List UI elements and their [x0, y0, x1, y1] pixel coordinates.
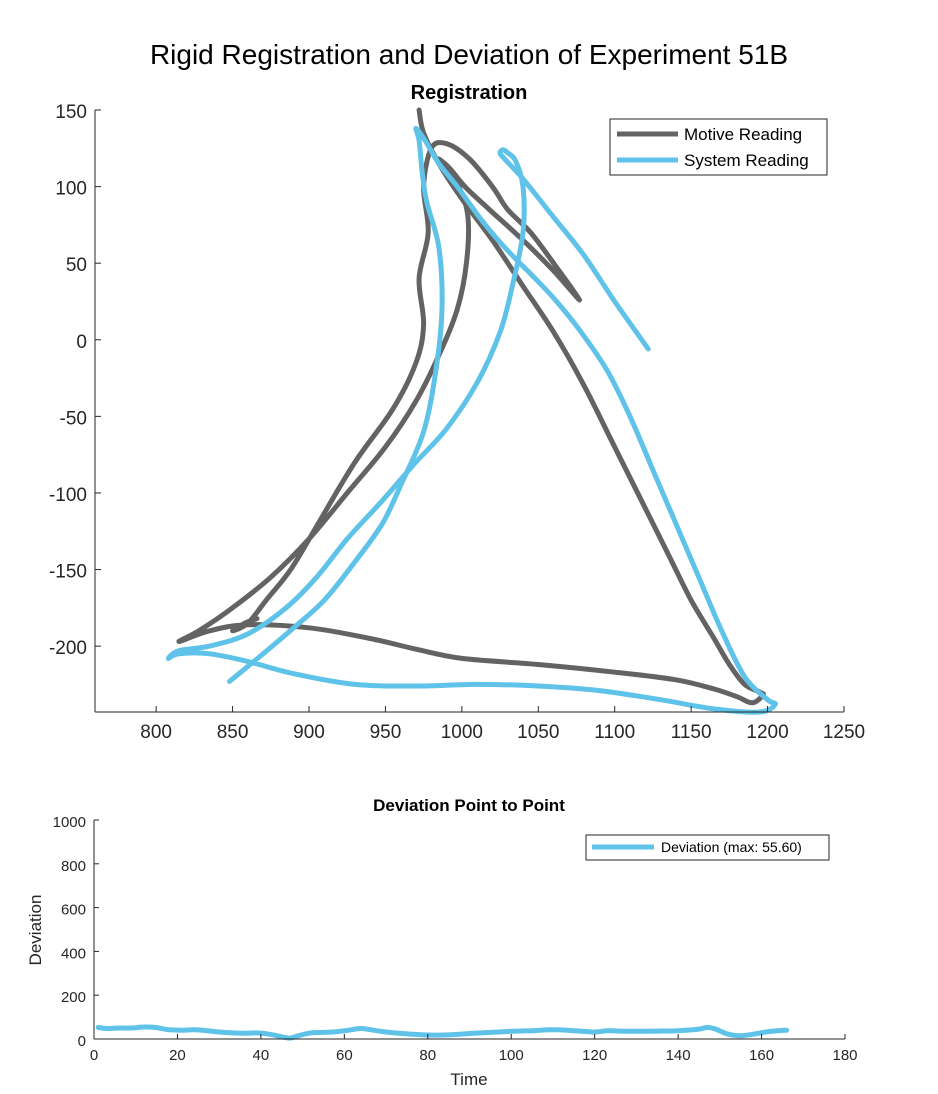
deviation-y-tick-label: 0: [78, 1033, 86, 1050]
deviation-x-label: Time: [450, 1070, 487, 1089]
registration-y-tick-label: -200: [49, 638, 87, 659]
registration-y-ticks: 150 100 50 0 -50 -100 -150 -200: [49, 102, 101, 659]
registration-y-tick-label: -150: [49, 562, 87, 583]
registration-legend: Motive Reading System Reading: [609, 118, 828, 176]
registration-y-tick-label: 100: [55, 179, 87, 200]
registration-x-tick-label: 800: [140, 722, 172, 743]
registration-title: Registration: [411, 82, 528, 104]
deviation-x-tick-label: 20: [169, 1047, 186, 1064]
deviation-y-ticks: 1000 800 600 400 200 0: [53, 814, 99, 1050]
legend-label-motive: Motive Reading: [684, 125, 802, 144]
registration-series-line-1: [165, 125, 778, 715]
deviation-y-tick-label: 200: [61, 989, 86, 1006]
deviation-x-tick-label: 40: [253, 1047, 270, 1064]
figure-title: Rigid Registration and Deviation of Expe…: [150, 39, 788, 70]
registration-x-tick-label: 1100: [594, 722, 635, 743]
registration-x-ticks: 800 850 900 950 1000 1050 1100 1150 1200 1250: [140, 706, 865, 743]
registration-x-tick-label: 1000: [441, 722, 483, 743]
legend-label-deviation: Deviation (max: 55.60): [661, 839, 802, 855]
registration-y-tick-label: -50: [60, 408, 87, 429]
deviation-y-tick-label: 800: [61, 858, 86, 875]
registration-x-tick-label: 1200: [746, 722, 788, 743]
deviation-y-tick-label: 400: [61, 945, 86, 962]
deviation-x-tick-label: 100: [499, 1047, 524, 1064]
registration-x-tick-label: 1150: [671, 722, 712, 743]
deviation-x-tick-label: 160: [749, 1047, 774, 1064]
registration-x-tick-label: 950: [370, 722, 402, 743]
registration-x-tick-label: 1050: [517, 722, 559, 743]
registration-x-tick-label: 900: [293, 722, 325, 743]
deviation-x-tick-label: 0: [90, 1047, 98, 1064]
legend-label-system: System Reading: [684, 151, 809, 170]
deviation-x-tick-label: 80: [419, 1047, 436, 1064]
deviation-x-tick-label: 60: [336, 1047, 353, 1064]
deviation-x-tick-label: 140: [666, 1047, 691, 1064]
deviation-axes: Deviation Point to Point 0 20 40 60 80 100 120…: [26, 796, 858, 1089]
deviation-x-ticks: 0 20 40 60 80 100 120 140 160 180: [90, 1034, 858, 1064]
registration-legend-box: [609, 118, 828, 176]
registration-series-line-0: [176, 107, 766, 706]
deviation-y-tick-label: 1000: [53, 814, 86, 831]
registration-series-layer: [165, 107, 778, 715]
registration-y-tick-label: -100: [49, 485, 87, 506]
registration-y-tick-label: 50: [66, 255, 87, 276]
deviation-legend: Deviation (max: 55.60): [585, 834, 830, 861]
registration-x-tick-label: 1250: [823, 722, 865, 743]
registration-y-tick-label: 0: [76, 332, 87, 353]
registration-x-tick-label: 850: [217, 722, 249, 743]
registration-axes: Registration 800 850 900 950 1000 1050 1100 115…: [49, 82, 865, 743]
deviation-x-tick-label: 120: [582, 1047, 607, 1064]
deviation-series-line-0: [95, 1024, 790, 1041]
deviation-title: Deviation Point to Point: [373, 796, 565, 815]
deviation-series-layer: [95, 1024, 790, 1041]
registration-y-tick-label: 150: [55, 102, 87, 123]
deviation-x-tick-label: 180: [832, 1047, 857, 1064]
deviation-y-label: Deviation: [26, 895, 45, 966]
deviation-y-tick-label: 600: [61, 902, 86, 919]
